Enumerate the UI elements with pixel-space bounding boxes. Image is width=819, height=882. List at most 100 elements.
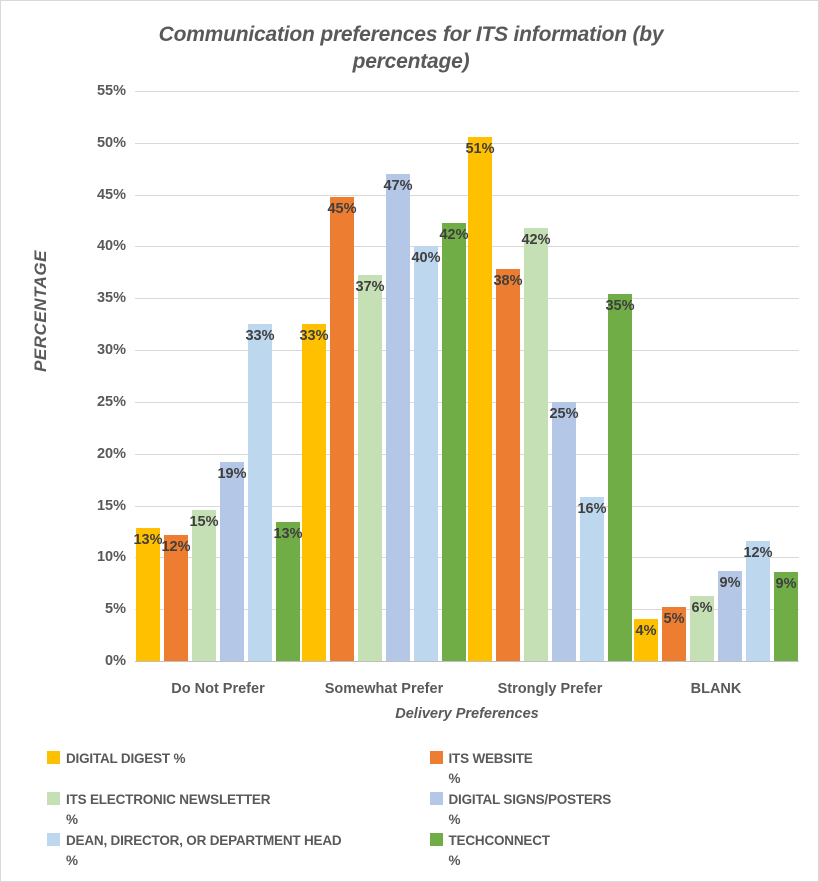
y-axis-tick-label: 15%: [96, 497, 126, 514]
legend-label: DEAN, DIRECTOR, OR DEPARTMENT HEAD %: [66, 833, 342, 868]
bar[interactable]: 12%: [161, 534, 191, 661]
bar[interactable]: 38%: [493, 269, 523, 661]
bar[interactable]: 4%: [634, 618, 658, 661]
bar[interactable]: 42%: [439, 222, 469, 661]
bar-value-label: 42%: [439, 226, 469, 243]
legend-item[interactable]: TECHCONNECT %: [429, 831, 793, 872]
bar[interactable]: 33%: [299, 324, 329, 661]
y-axis-title: PERCENTAGE: [31, 250, 50, 372]
legend-item[interactable]: ITS WEBSITE %: [429, 749, 793, 790]
legend-label: ITS ELECTRONIC NEWSLETTER %: [66, 792, 271, 827]
legend-item[interactable]: DIGITAL DIGEST %: [47, 749, 410, 790]
x-axis-category-label: Strongly Prefer: [497, 681, 603, 697]
bar[interactable]: 37%: [355, 275, 385, 661]
plot-area: 0% 5% 10% 15% 20% 25% 30% 35% 40% 45% 50% 55% 13% 12…: [97, 83, 799, 669]
bar[interactable]: 42%: [521, 227, 551, 661]
y-axis-tick-label: 0%: [105, 653, 126, 669]
x-axis-line: [135, 661, 799, 662]
y-axis-tick-label: 10%: [96, 549, 126, 566]
bar[interactable]: 47%: [383, 173, 413, 661]
bar-value-label: 16%: [577, 501, 607, 518]
legend-label: ITS WEBSITE %: [448, 751, 533, 786]
bar-group: 51% 38% 42% 25% 16% 35%: [465, 91, 635, 661]
bar-value-label: 13%: [133, 532, 163, 549]
bar[interactable]: 13%: [133, 528, 163, 661]
bar[interactable]: 40%: [411, 246, 441, 661]
bar-group: 33% 45% 37% 47% 40% 42%: [299, 91, 469, 661]
bar[interactable]: 6%: [690, 595, 714, 661]
gridline: [135, 557, 799, 559]
bar[interactable]: 25%: [549, 401, 579, 661]
y-axis-tick-label: 35%: [96, 290, 126, 307]
bar-value-label: 38%: [493, 273, 523, 290]
bar[interactable]: 45%: [327, 196, 357, 661]
legend-swatch-icon: [47, 833, 60, 846]
bar-value-label: 45%: [327, 200, 357, 217]
bar-value-label: 13%: [273, 526, 303, 543]
bar-value-label: 19%: [217, 466, 247, 483]
y-axis-tick-label: 30%: [96, 342, 126, 359]
bar[interactable]: 9%: [718, 570, 742, 661]
y-axis-tick-label: 50%: [96, 134, 126, 151]
bar-value-label: 5%: [663, 611, 685, 628]
bar-value-label: 35%: [605, 298, 635, 315]
legend-label: DIGITAL DIGEST %: [66, 751, 186, 766]
bar-value-label: 33%: [245, 328, 275, 345]
x-axis-category-label: Do Not Prefer: [171, 681, 265, 697]
legend-swatch-icon: [429, 792, 443, 805]
gridline: [135, 91, 799, 92]
y-axis-tick-label: 40%: [96, 238, 126, 255]
x-axis-title: Delivery Preferences: [395, 706, 539, 722]
gridline: [135, 194, 799, 196]
legend-item[interactable]: ITS ELECTRONIC NEWSLETTER %: [47, 790, 410, 831]
bar[interactable]: 13%: [273, 522, 303, 661]
gridline: [135, 505, 799, 507]
x-axis-category-label: Somewhat Prefer: [324, 681, 444, 697]
gridline: [135, 401, 799, 403]
bar[interactable]: 19%: [217, 462, 247, 661]
y-axis-tick-label: 55%: [96, 83, 126, 99]
bar-value-label: 12%: [743, 544, 773, 561]
y-axis-tick-label: 25%: [96, 393, 126, 410]
bar[interactable]: 51%: [465, 136, 495, 661]
y-axis-tick-label: 20%: [96, 445, 126, 462]
bar-value-label: 47%: [383, 177, 413, 194]
gridline: [135, 298, 799, 300]
gridline: [135, 453, 799, 455]
legend-swatch-icon: [47, 792, 60, 805]
bar-value-label: 6%: [691, 599, 713, 616]
bar-value-label: 37%: [355, 279, 385, 296]
bar-value-label: 12%: [161, 538, 191, 555]
bar-value-label: 51%: [465, 140, 495, 157]
gridline: [135, 142, 799, 144]
bar-value-label: 9%: [775, 575, 797, 592]
bar[interactable]: 12%: [743, 540, 773, 661]
bar[interactable]: 35%: [605, 294, 635, 661]
gridline: [135, 246, 799, 248]
gridline: [135, 609, 799, 611]
gridline: [135, 350, 799, 352]
bar-group: 4% 5% 6% 9% 12% 9%: [634, 91, 798, 661]
legend-swatch-icon: [429, 833, 443, 846]
bar-value-label: 9%: [719, 574, 741, 591]
bar[interactable]: 15%: [189, 509, 219, 661]
bar[interactable]: 5%: [662, 607, 686, 661]
bar-group: 13% 12% 15% 19% 33% 13%: [133, 91, 303, 661]
legend-swatch-icon: [47, 751, 60, 764]
bar-value-label: 25%: [549, 405, 579, 422]
bar-value-label: 40%: [411, 250, 441, 267]
legend-swatch-icon: [429, 751, 443, 764]
legend-label: TECHCONNECT %: [448, 833, 551, 868]
bar-value-label: 42%: [521, 231, 551, 248]
legend-item[interactable]: DIGITAL SIGNS/POSTERS %: [429, 790, 793, 831]
chart-legend: DIGITAL DIGEST % ITS WEBSITE % ITS ELECTRO…: [47, 749, 792, 872]
legend-item[interactable]: DEAN, DIRECTOR, OR DEPARTMENT HEAD %: [47, 831, 410, 872]
bar[interactable]: 33%: [245, 324, 275, 661]
y-axis-tick-label: 5%: [105, 601, 126, 618]
bar[interactable]: 9%: [774, 571, 798, 661]
legend-label: DIGITAL SIGNS/POSTERS %: [448, 792, 612, 827]
bar-value-label: 4%: [635, 622, 657, 639]
bar[interactable]: 16%: [577, 497, 607, 661]
bar-value-label: 33%: [299, 328, 329, 345]
